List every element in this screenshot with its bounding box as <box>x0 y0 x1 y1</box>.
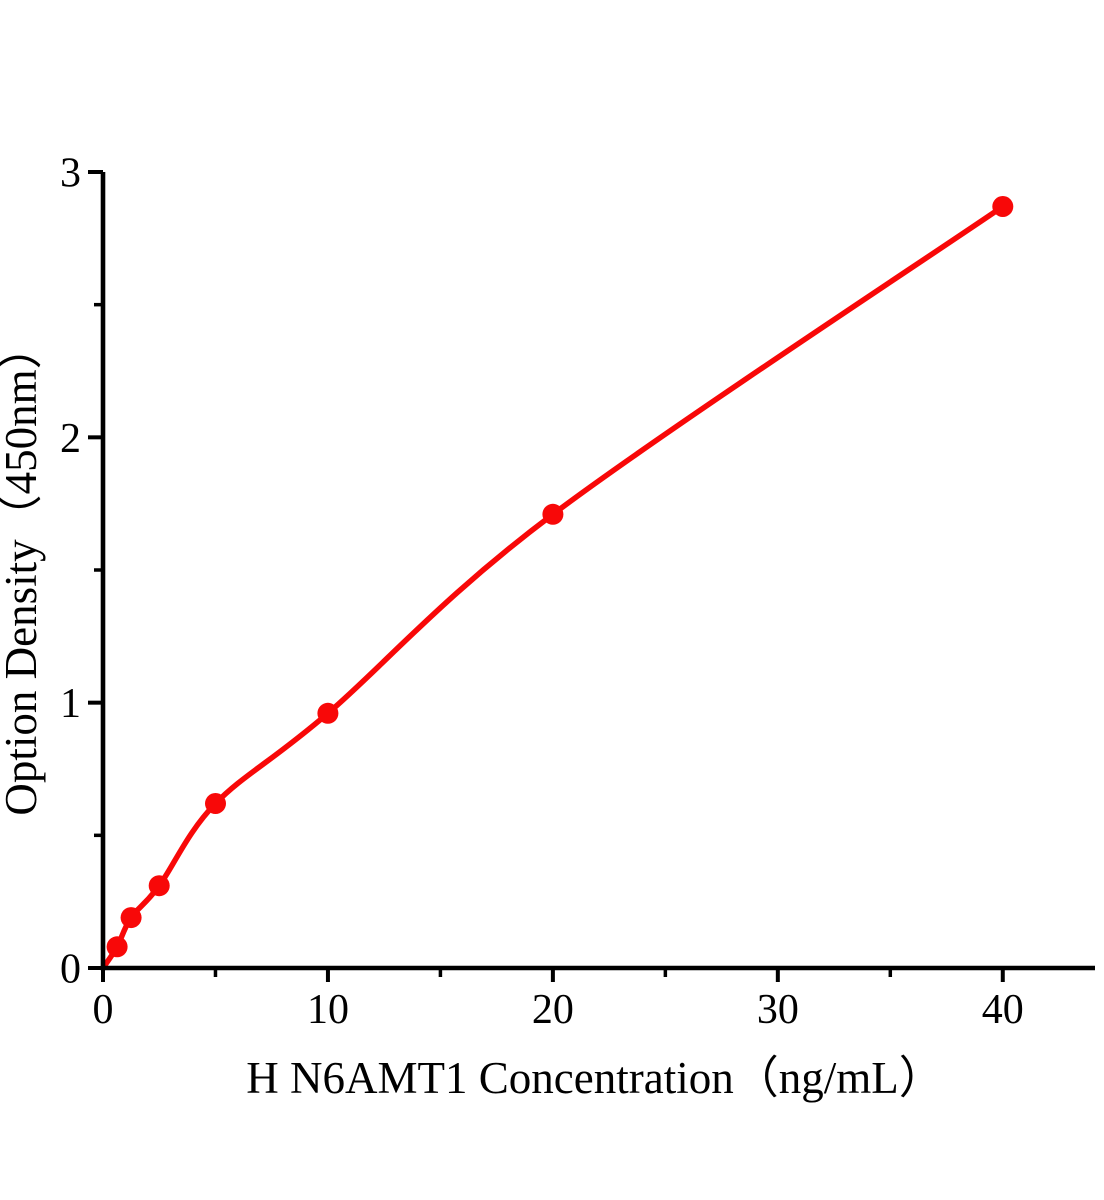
standard-curve <box>100 204 1005 970</box>
data-point-marker <box>317 702 339 724</box>
data-point-marker <box>148 875 170 897</box>
data-points <box>106 196 1014 958</box>
axis-titles: H N6AMT1 Concentration（ng/mL） Option Den… <box>0 324 944 1103</box>
fit-curve <box>100 204 1005 970</box>
y-tick-label: 3 <box>60 151 81 197</box>
y-tick-label: 2 <box>60 416 81 462</box>
axes <box>100 172 1095 971</box>
x-tick-label: 20 <box>532 987 574 1033</box>
data-point-marker <box>542 503 564 525</box>
x-tick-label: 10 <box>307 987 349 1033</box>
data-point-marker <box>992 196 1014 217</box>
x-tick-label: 0 <box>93 987 114 1033</box>
y-tick-label: 0 <box>60 947 81 993</box>
x-axis-title: H N6AMT1 Concentration（ng/mL） <box>246 1053 943 1103</box>
x-tick-label: 40 <box>982 987 1024 1033</box>
y-tick-label: 1 <box>60 681 81 727</box>
y-axis-title: Option Density（450nm） <box>0 324 46 815</box>
x-tick-label: 30 <box>757 987 799 1033</box>
data-point-marker <box>106 936 128 958</box>
data-point-marker <box>120 907 142 929</box>
data-point-marker <box>205 793 226 814</box>
axis-ticks <box>88 170 1005 982</box>
